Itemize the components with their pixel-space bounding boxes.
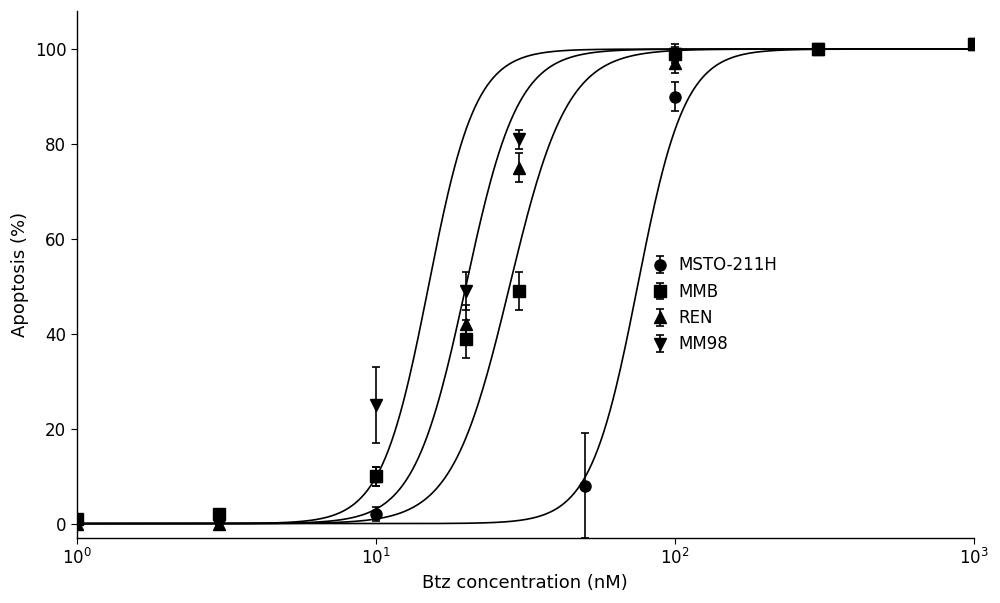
Y-axis label: Apoptosis (%): Apoptosis (%) (11, 212, 29, 337)
X-axis label: Btz concentration (nM): Btz concentration (nM) (422, 574, 628, 592)
Legend: MSTO-211H, MMB, REN, MM98: MSTO-211H, MMB, REN, MM98 (650, 256, 778, 353)
